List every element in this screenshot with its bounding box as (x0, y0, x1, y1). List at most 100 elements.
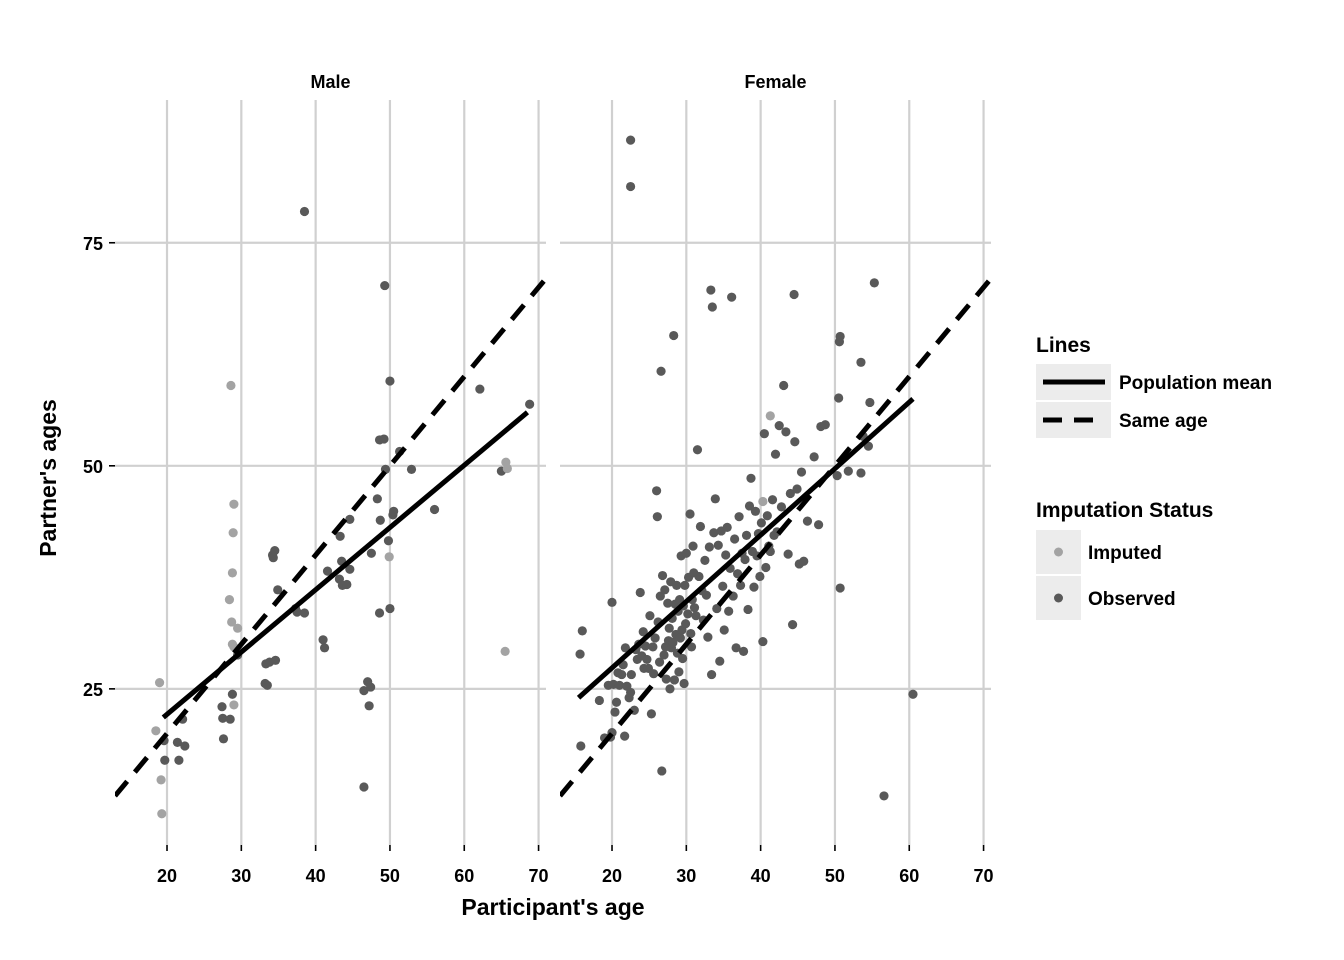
same-age-line (115, 276, 546, 798)
point-observed (835, 331, 845, 342)
point-imputed (156, 775, 166, 785)
point-imputed (758, 496, 768, 507)
point-observed (620, 731, 630, 741)
panel-female (560, 100, 991, 845)
point-observed (856, 357, 866, 367)
point-observed (681, 548, 691, 558)
point-observed (218, 713, 228, 723)
point-observed (712, 603, 722, 614)
point-observed (319, 643, 330, 653)
point-observed (652, 512, 662, 522)
point-observed (730, 534, 740, 544)
point-observed (374, 608, 385, 618)
point-observed (180, 741, 190, 751)
x-axis-title: Participant's age (461, 894, 644, 920)
point-observed (389, 506, 399, 516)
point-observed (649, 669, 659, 679)
point-observed (843, 466, 853, 476)
point-observed (706, 669, 717, 680)
point-observed (429, 504, 440, 515)
point-observed (869, 278, 879, 288)
point-observed (686, 628, 696, 639)
point-observed (719, 625, 729, 635)
point-observed (218, 734, 229, 744)
point-observed (366, 682, 376, 692)
point-observed (691, 611, 701, 621)
point-observed (654, 657, 665, 667)
point-observed (814, 520, 824, 530)
same-age-line (560, 276, 991, 798)
point-observed (790, 437, 800, 447)
y-tick-label: 75 (83, 234, 103, 254)
point-observed (661, 674, 671, 684)
point-observed (668, 637, 678, 648)
point-observed (734, 512, 744, 522)
point-observed (744, 501, 755, 511)
point-observed (475, 384, 485, 394)
point-observed (694, 571, 704, 582)
point-observed (625, 687, 636, 698)
point-imputed (157, 809, 167, 819)
point-observed (701, 590, 711, 600)
point-observed (375, 515, 385, 525)
legend-key-imputed-point (1054, 547, 1063, 557)
point-observed (626, 669, 636, 680)
point-imputed (227, 617, 237, 627)
point-observed (718, 581, 728, 591)
point-imputed (384, 552, 394, 562)
point-observed (759, 429, 769, 439)
point-observed (761, 562, 771, 573)
point-observed (755, 571, 765, 582)
point-observed (758, 636, 768, 647)
point-observed (270, 545, 280, 556)
point-observed (217, 702, 227, 712)
point-observed (835, 583, 845, 593)
legend-imputation-status: Imputation Status Imputed Observed (1036, 499, 1213, 620)
point-observed (706, 285, 716, 295)
point-observed (741, 530, 752, 541)
point-observed (318, 635, 328, 645)
point-observed (172, 737, 183, 747)
point-observed (674, 667, 684, 677)
point-observed (270, 655, 281, 665)
point-observed (652, 486, 662, 496)
point-observed (342, 579, 352, 590)
point-observed (379, 434, 389, 444)
point-observed (614, 680, 625, 690)
point-observed (683, 609, 693, 619)
point-observed (656, 366, 666, 376)
panel-background (115, 100, 546, 845)
point-observed (657, 570, 668, 581)
panel-plot-area (560, 135, 991, 801)
point-observed (625, 181, 636, 192)
point-observed (525, 399, 535, 409)
point-observed (669, 330, 679, 341)
point-imputed (154, 678, 165, 688)
point-imputed (226, 380, 236, 391)
point-observed (335, 531, 345, 541)
point-observed (707, 302, 717, 312)
legend-lines-title: Lines (1036, 334, 1091, 357)
point-observed (268, 553, 278, 563)
point-observed (695, 521, 706, 532)
point-observed (704, 542, 714, 552)
point-observed (680, 619, 691, 629)
point-observed (908, 689, 918, 699)
point-observed (740, 554, 750, 565)
legend-item-imputed: Imputed (1036, 530, 1162, 574)
point-observed (715, 656, 725, 666)
point-observed (787, 620, 798, 630)
point-observed (678, 653, 688, 664)
point-observed (364, 701, 374, 711)
point-observed (383, 536, 394, 546)
facet-label-female: Female (744, 72, 806, 92)
x-tick-label: 50 (825, 866, 845, 886)
point-observed (617, 669, 627, 680)
point-observed (299, 206, 310, 217)
point-observed (832, 471, 842, 481)
point-observed (796, 467, 807, 477)
y-tick-label: 50 (83, 457, 103, 477)
point-observed (781, 427, 791, 437)
point-observed (227, 689, 238, 699)
point-observed (865, 397, 875, 408)
